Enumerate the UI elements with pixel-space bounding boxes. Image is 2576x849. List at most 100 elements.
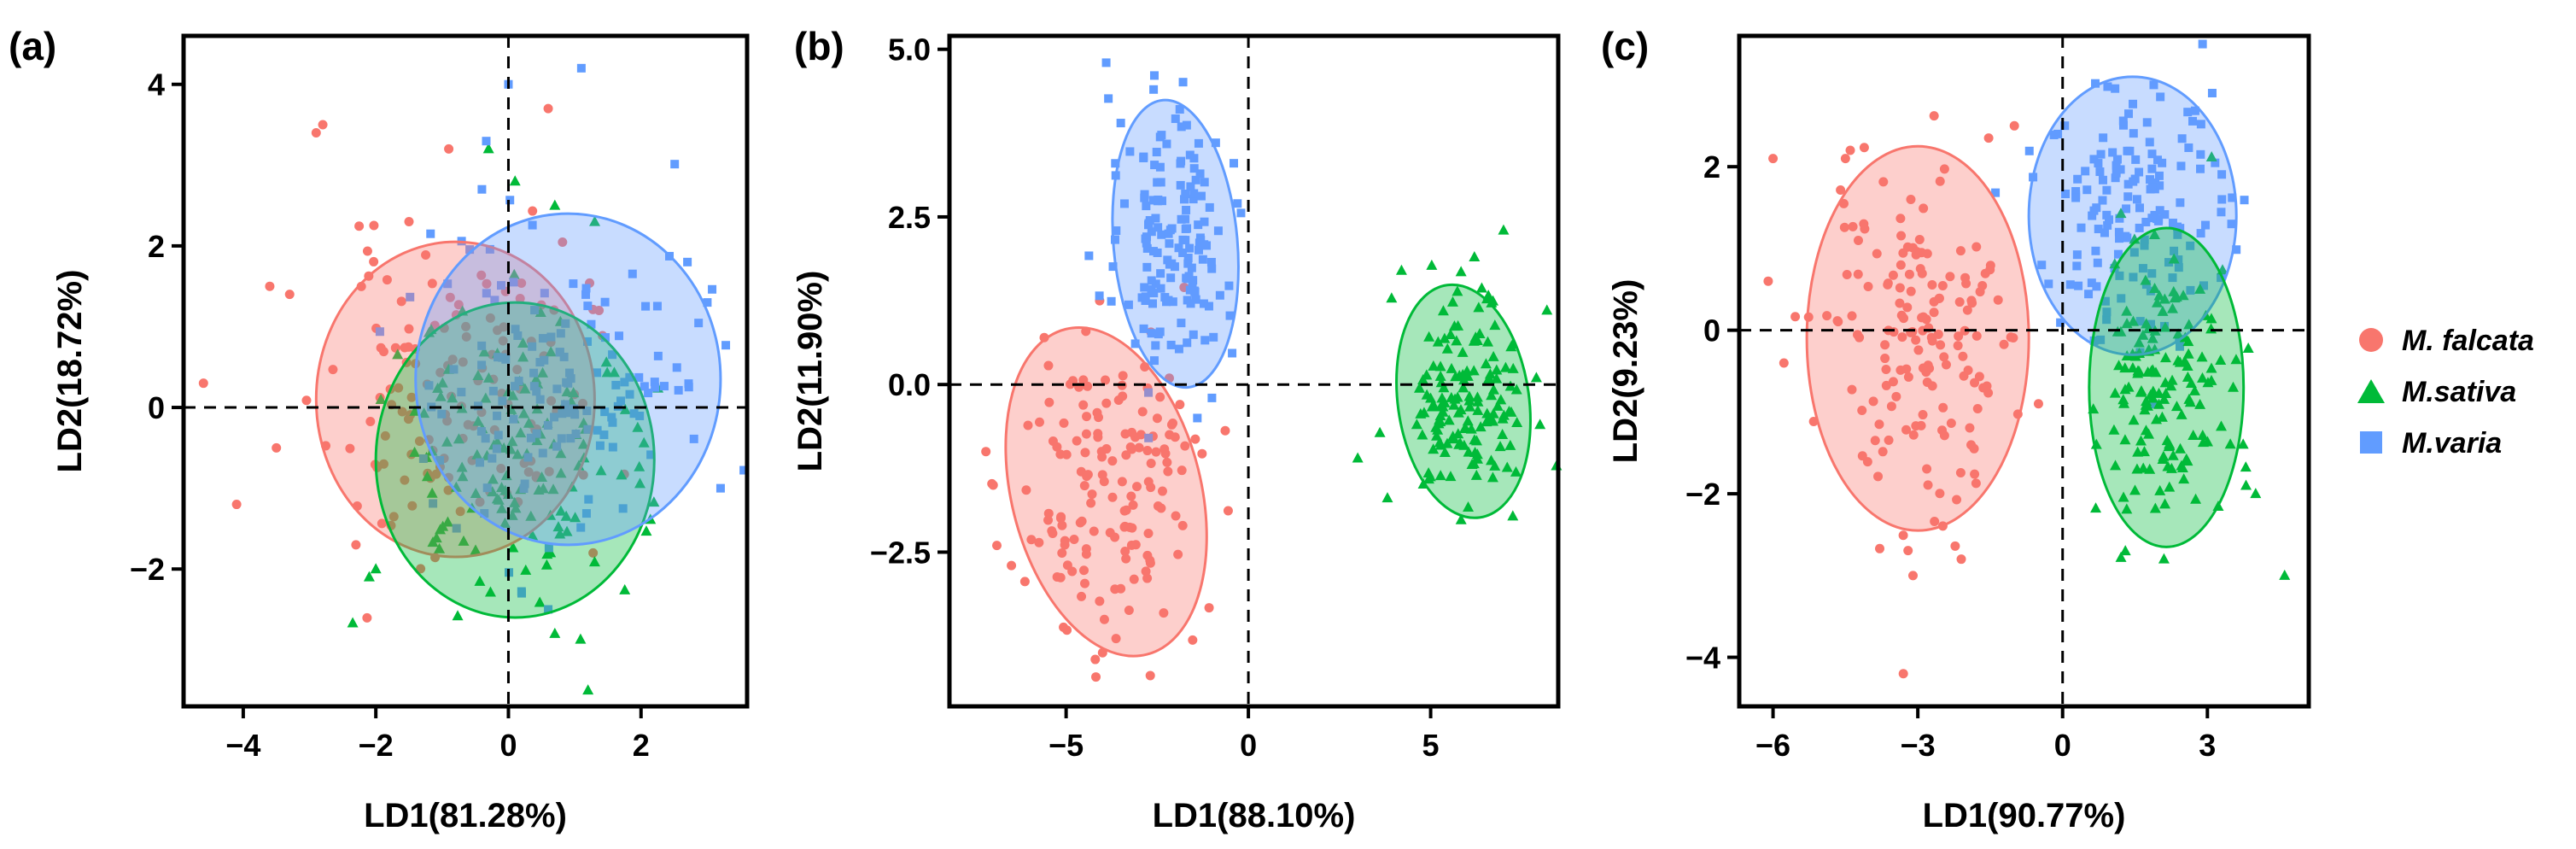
point-sativa	[1395, 264, 1407, 275]
point-sativa	[2205, 362, 2217, 373]
point-varia	[1140, 283, 1149, 292]
point-varia	[582, 406, 592, 415]
point-varia	[1142, 262, 1152, 272]
y-axis-title: LD2(9.23%)	[1607, 279, 1644, 464]
point-sativa	[2205, 374, 2217, 385]
point-varia	[2072, 250, 2082, 260]
legend-triangle-icon	[2357, 379, 2385, 403]
point-falcata	[1875, 543, 1885, 553]
point-varia	[2196, 229, 2205, 238]
point-falcata	[394, 383, 404, 393]
point-varia	[2148, 400, 2158, 409]
point-sativa	[619, 583, 631, 594]
point-sativa	[1434, 470, 1446, 481]
point-falcata	[1901, 424, 1912, 435]
y-tick-label: 5.0	[888, 32, 931, 67]
point-falcata	[1093, 429, 1103, 439]
point-falcata	[1836, 184, 1846, 195]
point-sativa	[1507, 362, 1519, 373]
point-falcata	[1842, 269, 1852, 279]
point-sativa	[2147, 364, 2158, 375]
point-falcata	[1904, 269, 1914, 279]
point-sativa	[1381, 492, 1393, 503]
point-varia	[1141, 292, 1150, 302]
confidence-ellipses	[314, 212, 722, 619]
point-varia	[535, 395, 545, 404]
point-sativa	[534, 596, 546, 607]
point-varia	[2135, 223, 2144, 232]
point-sativa	[2128, 414, 2140, 425]
point-falcata	[443, 485, 453, 495]
point-falcata	[1878, 177, 1889, 187]
point-sativa	[619, 403, 631, 414]
point-varia	[708, 284, 717, 294]
point-falcata	[397, 407, 407, 417]
point-varia	[1160, 293, 1170, 302]
point-varia	[520, 479, 529, 489]
point-varia	[2089, 206, 2099, 215]
point-varia	[1200, 240, 1209, 249]
point-sativa	[2205, 313, 2217, 324]
point-falcata	[1113, 395, 1124, 406]
point-falcata	[1972, 404, 1983, 414]
point-varia	[564, 368, 574, 378]
point-varia	[1116, 119, 1125, 128]
point-falcata	[496, 464, 506, 474]
point-varia	[1112, 226, 1121, 236]
point-varia	[429, 499, 438, 508]
point-varia	[550, 413, 559, 422]
point-falcata	[1095, 596, 1105, 606]
point-falcata	[1043, 515, 1054, 525]
point-varia	[2138, 264, 2147, 273]
point-sativa	[634, 460, 645, 471]
point-sativa	[1487, 384, 1499, 395]
point-sativa	[2190, 493, 2202, 504]
point-sativa	[1411, 419, 1422, 430]
point-falcata	[1120, 546, 1130, 556]
point-sativa	[2140, 274, 2152, 285]
point-varia	[1215, 290, 1224, 300]
x-tick-label: −2	[359, 728, 394, 763]
point-falcata	[435, 367, 446, 378]
point-sativa	[2135, 435, 2147, 446]
point-falcata	[1918, 410, 1928, 420]
point-varia	[1107, 296, 1116, 306]
point-varia	[2108, 148, 2117, 157]
point-sativa	[555, 505, 567, 516]
point-sativa	[458, 535, 470, 546]
point-varia	[703, 298, 712, 307]
point-sativa	[1499, 361, 1511, 372]
point-varia	[558, 409, 567, 419]
point-varia	[2115, 234, 2124, 243]
point-varia	[1177, 122, 1186, 132]
axis-ticks: −4 −2 0 2 −2 0 2 4	[130, 67, 650, 763]
point-sativa	[1446, 362, 1457, 373]
point-varia	[587, 319, 596, 329]
point-varia	[2129, 99, 2138, 108]
point-falcata	[1023, 420, 1033, 430]
point-varia	[1236, 208, 1246, 218]
point-varia	[488, 454, 497, 463]
point-varia	[1207, 264, 1217, 273]
point-falcata	[318, 120, 328, 130]
point-falcata	[1933, 329, 1943, 339]
point-sativa	[648, 496, 660, 507]
point-falcata	[1903, 372, 1913, 382]
point-sativa	[2158, 393, 2170, 404]
point-falcata	[2009, 120, 2019, 131]
point-varia	[2217, 170, 2227, 179]
point-sativa	[1473, 302, 1485, 313]
point-sativa	[545, 346, 557, 357]
point-varia	[543, 421, 552, 430]
point-varia	[482, 137, 491, 146]
point-sativa	[432, 382, 444, 393]
point-sativa	[1494, 441, 1506, 452]
point-varia	[557, 434, 566, 443]
point-falcata	[1146, 459, 1156, 469]
point-varia	[2199, 281, 2208, 290]
x-tick-label: −3	[1901, 728, 1936, 763]
point-falcata	[476, 270, 487, 280]
point-varia	[1171, 114, 1180, 123]
point-varia	[2103, 82, 2112, 91]
point-falcata	[427, 278, 437, 289]
